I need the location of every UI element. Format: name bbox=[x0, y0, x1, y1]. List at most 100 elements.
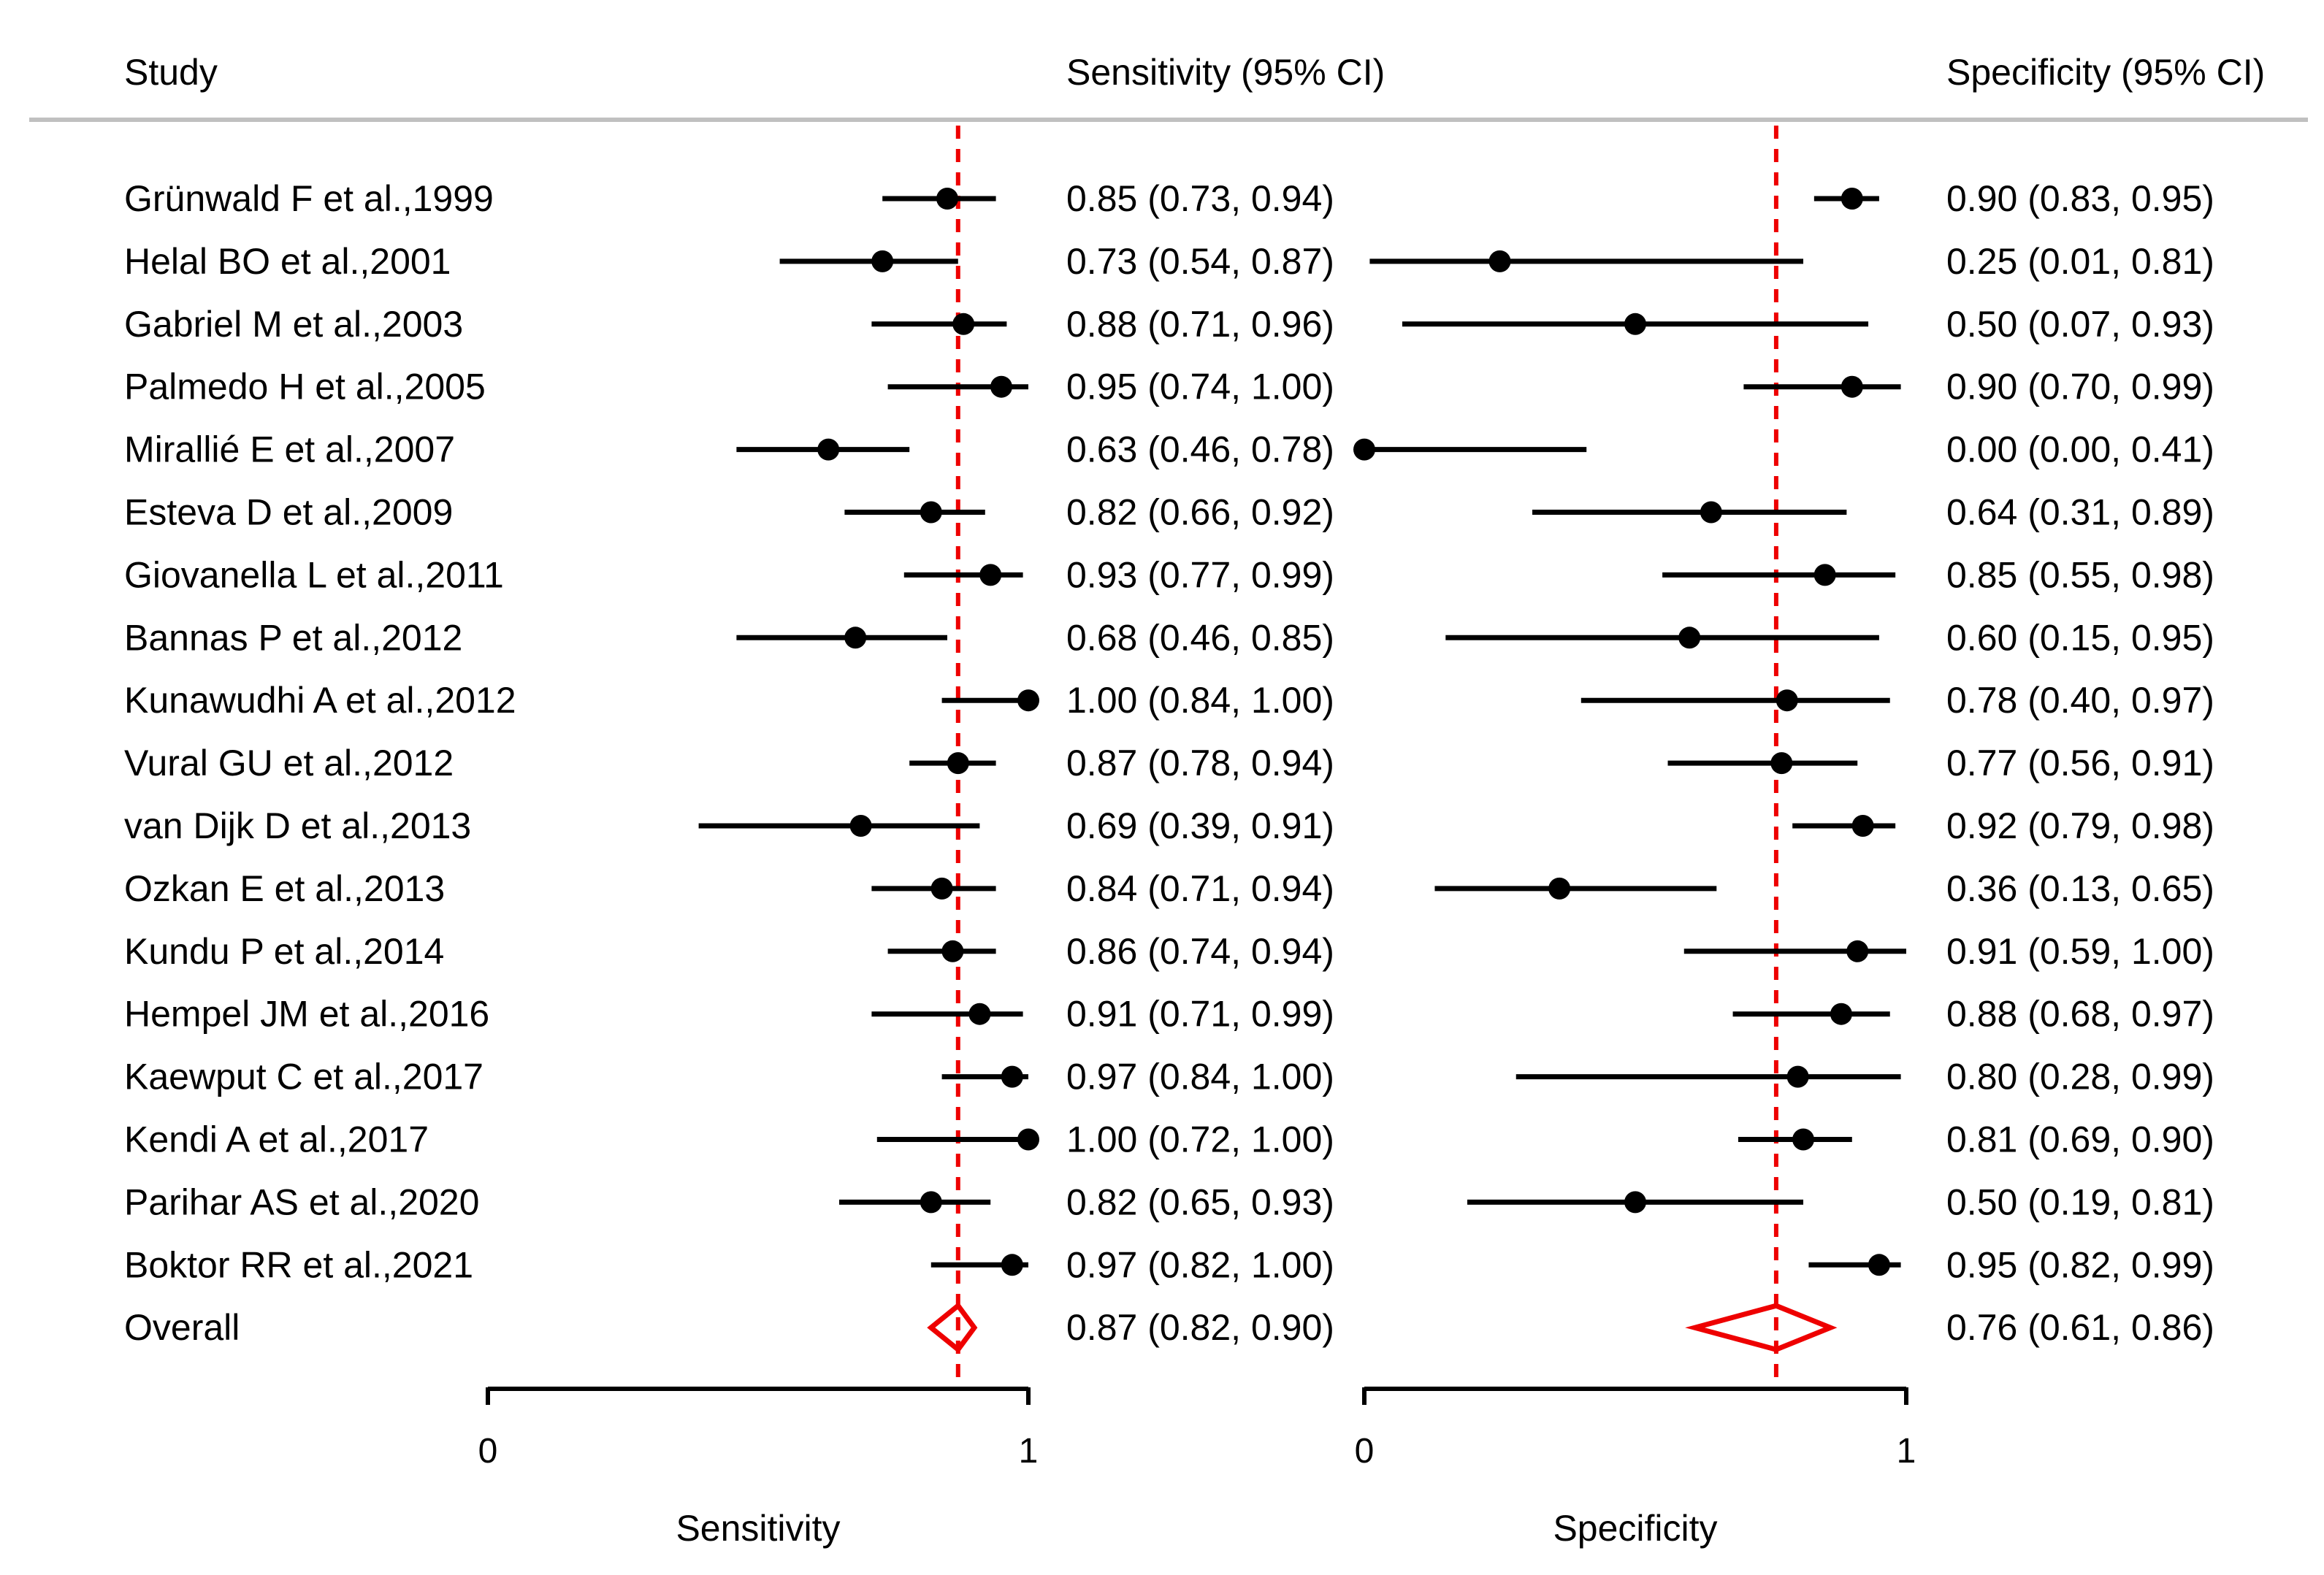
study-label: Vural GU et al.,2012 bbox=[124, 743, 454, 783]
specificity-overall-diamond bbox=[1685, 1303, 1838, 1352]
sensitivity-point bbox=[936, 188, 958, 210]
sensitivity-ci-label: 0.87 (0.78, 0.94) bbox=[1066, 743, 1334, 783]
specificity-panel: 0 1 Specificity bbox=[1353, 126, 1916, 1549]
sensitivity-point bbox=[1017, 1128, 1039, 1151]
header-sensitivity: Sensitivity (95% CI) bbox=[1066, 52, 1385, 93]
study-label: Esteva D et al.,2009 bbox=[124, 492, 453, 533]
specificity-overall-ci-label: 0.76 (0.61, 0.86) bbox=[1946, 1307, 2214, 1348]
specificity-point bbox=[1548, 877, 1571, 900]
specificity-ci-label: 0.77 (0.56, 0.91) bbox=[1946, 743, 2214, 783]
specificity-point bbox=[1830, 1003, 1852, 1025]
sensitivity-point bbox=[871, 250, 894, 272]
specificity-point bbox=[1488, 250, 1511, 272]
sensitivity-point bbox=[1017, 689, 1039, 712]
sensitivity-point bbox=[941, 940, 964, 962]
specificity-axis-title: Specificity bbox=[1553, 1508, 1717, 1549]
sensitivity-ci-label: 0.84 (0.71, 0.94) bbox=[1066, 868, 1334, 909]
header-study: Study bbox=[124, 52, 218, 93]
specificity-point bbox=[1770, 752, 1793, 775]
study-label: Kaewput C et al.,2017 bbox=[124, 1057, 483, 1097]
specificity-ci-label: 0.92 (0.79, 0.98) bbox=[1946, 805, 2214, 846]
study-label: Ozkan E et al.,2013 bbox=[124, 868, 445, 909]
specificity-point bbox=[1700, 501, 1722, 524]
specificity-point bbox=[1813, 564, 1836, 586]
sensitivity-ci-label: 0.82 (0.66, 0.92) bbox=[1066, 492, 1334, 533]
sensitivity-ci-label: 1.00 (0.84, 1.00) bbox=[1066, 680, 1334, 721]
specificity-ci-label: 0.00 (0.00, 0.41) bbox=[1946, 429, 2214, 470]
sensitivity-point bbox=[947, 752, 969, 775]
header-specificity: Specificity (95% CI) bbox=[1946, 52, 2265, 93]
sensitivity-ci-label: 1.00 (0.72, 1.00) bbox=[1066, 1119, 1334, 1160]
specificity-ci-label: 0.36 (0.13, 0.65) bbox=[1946, 868, 2214, 909]
specificity-point bbox=[1851, 815, 1874, 837]
sensitivity-point bbox=[979, 564, 1002, 586]
sensitivity-tick-label-0: 0 bbox=[478, 1432, 498, 1471]
sensitivity-marks bbox=[698, 188, 1039, 1276]
sensitivity-point bbox=[1001, 1065, 1023, 1088]
sensitivity-overall-ci-label: 0.87 (0.82, 0.90) bbox=[1066, 1307, 1334, 1348]
specificity-point bbox=[1678, 626, 1701, 649]
specificity-point bbox=[1841, 188, 1863, 210]
sensitivity-overall-diamond bbox=[927, 1302, 978, 1354]
sensitivity-ci-label: 0.63 (0.46, 0.78) bbox=[1066, 429, 1334, 470]
study-label: Kendi A et al.,2017 bbox=[124, 1119, 429, 1160]
specificity-point bbox=[1792, 1128, 1815, 1151]
specificity-ci-label: 0.50 (0.19, 0.81) bbox=[1946, 1181, 2214, 1222]
sensitivity-axis-title: Sensitivity bbox=[676, 1508, 840, 1549]
sensitivity-point bbox=[952, 313, 975, 335]
specificity-tick-label-1: 1 bbox=[1897, 1432, 1916, 1471]
study-label: Palmedo H et al.,2005 bbox=[124, 367, 486, 407]
sensitivity-point bbox=[968, 1003, 991, 1025]
specificity-ci-label: 0.91 (0.59, 1.00) bbox=[1946, 931, 2214, 972]
sensitivity-ci-labels: 0.85 (0.73, 0.94) 0.73 (0.54, 0.87) 0.88 (… bbox=[1066, 178, 1334, 1348]
specificity-ci-label: 0.78 (0.40, 0.97) bbox=[1946, 680, 2214, 721]
specificity-point bbox=[1786, 1065, 1809, 1088]
sensitivity-ci-label: 0.97 (0.82, 1.00) bbox=[1066, 1244, 1334, 1285]
sensitivity-ci-label: 0.95 (0.74, 1.00) bbox=[1066, 367, 1334, 407]
specificity-point bbox=[1841, 375, 1863, 398]
sensitivity-ci-label: 0.88 (0.71, 0.96) bbox=[1066, 304, 1334, 345]
study-labels: Grünwald F et al.,1999 Helal BO et al.,20… bbox=[124, 178, 516, 1348]
specificity-point bbox=[1353, 438, 1375, 461]
specificity-point bbox=[1846, 940, 1869, 962]
sensitivity-ci-label: 0.68 (0.46, 0.85) bbox=[1066, 617, 1334, 658]
specificity-ci-label: 0.60 (0.15, 0.95) bbox=[1946, 617, 2214, 658]
sensitivity-point bbox=[920, 501, 942, 524]
specificity-ci-label: 0.50 (0.07, 0.93) bbox=[1946, 304, 2214, 345]
specificity-ci-label: 0.25 (0.01, 0.81) bbox=[1946, 241, 2214, 282]
sensitivity-point bbox=[1001, 1254, 1023, 1276]
study-label: Boktor RR et al.,2021 bbox=[124, 1244, 473, 1285]
study-label: Kundu P et al.,2014 bbox=[124, 931, 444, 972]
specificity-point bbox=[1868, 1254, 1890, 1276]
sensitivity-point bbox=[990, 375, 1012, 398]
specificity-point bbox=[1624, 313, 1646, 335]
study-label: Giovanella L et al.,2011 bbox=[124, 554, 504, 595]
sensitivity-panel: 0 1 Sensitivity bbox=[478, 126, 1039, 1549]
study-label: Kunawudhi A et al.,2012 bbox=[124, 680, 516, 721]
overall-label: Overall bbox=[124, 1307, 240, 1348]
specificity-ci-label: 0.90 (0.83, 0.95) bbox=[1946, 178, 2214, 219]
specificity-ci-label: 0.85 (0.55, 0.98) bbox=[1946, 554, 2214, 595]
sensitivity-point bbox=[844, 626, 867, 649]
study-label: Helal BO et al.,2001 bbox=[124, 241, 451, 282]
sensitivity-ci-label: 0.69 (0.39, 0.91) bbox=[1066, 805, 1334, 846]
sensitivity-point bbox=[930, 877, 953, 900]
study-label: Grünwald F et al.,1999 bbox=[124, 178, 494, 219]
sensitivity-ci-label: 0.73 (0.54, 0.87) bbox=[1066, 241, 1334, 282]
specificity-ci-label: 0.95 (0.82, 0.99) bbox=[1946, 1244, 2214, 1285]
sensitivity-ci-label: 0.91 (0.71, 0.99) bbox=[1066, 994, 1334, 1035]
study-label: van Dijk D et al.,2013 bbox=[124, 805, 471, 846]
sensitivity-tick-label-1: 1 bbox=[1019, 1432, 1039, 1471]
study-label: Bannas P et al.,2012 bbox=[124, 617, 462, 658]
sensitivity-ci-label: 0.85 (0.73, 0.94) bbox=[1066, 178, 1334, 219]
study-label: Parihar AS et al.,2020 bbox=[124, 1181, 479, 1222]
specificity-ci-label: 0.88 (0.68, 0.97) bbox=[1946, 994, 2214, 1035]
study-label: Hempel JM et al.,2016 bbox=[124, 994, 489, 1035]
sensitivity-ci-label: 0.82 (0.65, 0.93) bbox=[1066, 1181, 1334, 1222]
sensitivity-point bbox=[920, 1191, 942, 1214]
specificity-point bbox=[1624, 1191, 1646, 1214]
sensitivity-ci-label: 0.93 (0.77, 0.99) bbox=[1066, 554, 1334, 595]
sensitivity-point bbox=[849, 815, 872, 837]
specificity-ci-label: 0.81 (0.69, 0.90) bbox=[1946, 1119, 2214, 1160]
specificity-ci-labels: 0.90 (0.83, 0.95) 0.25 (0.01, 0.81) 0.50 (… bbox=[1946, 178, 2214, 1348]
